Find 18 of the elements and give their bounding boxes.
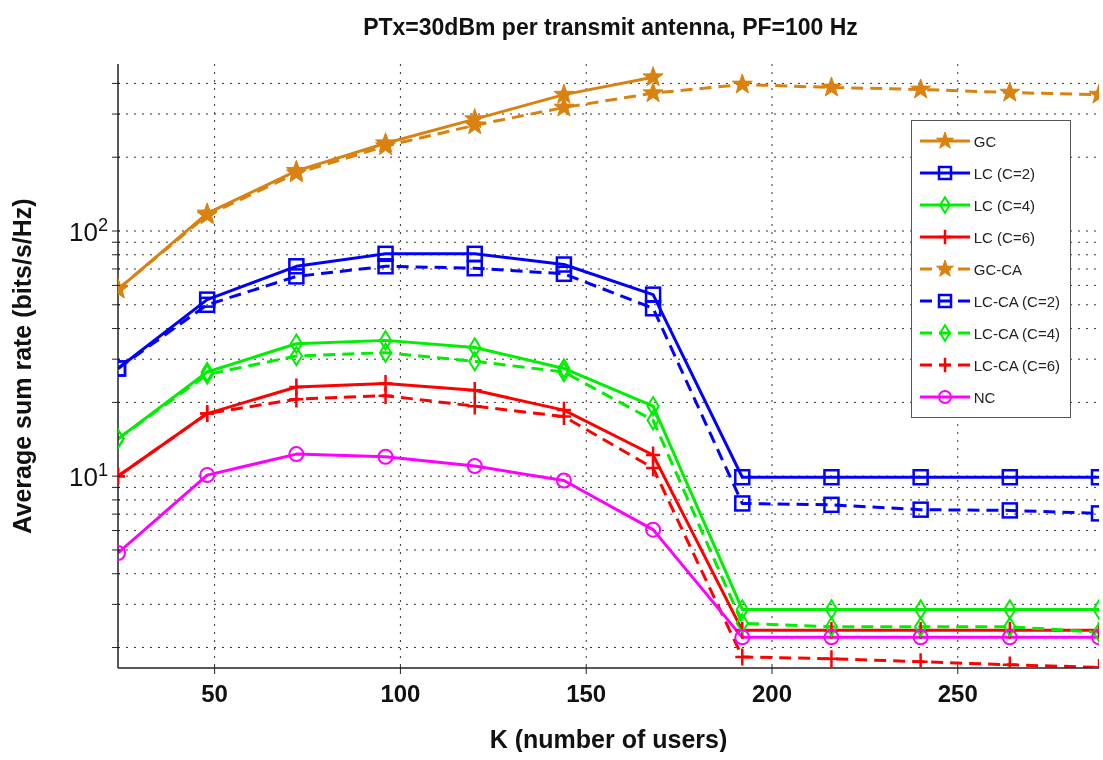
x-tick-label: 250 — [937, 680, 978, 707]
legend-label: NC — [973, 388, 996, 406]
y-axis-title: Average sum rate (bits/s/Hz) — [7, 198, 36, 534]
x-tick-label: 200 — [751, 680, 793, 707]
legend-label: GC — [973, 132, 997, 150]
legend-label: LC (C=6) — [973, 228, 1035, 246]
legend-label: GC-CA — [973, 260, 1023, 278]
legend-label: LC-CA (C=6) — [973, 356, 1060, 374]
x-tick-label: 150 — [566, 680, 607, 707]
x-tick-label: 50 — [201, 680, 228, 707]
x-tick-label: 100 — [380, 680, 421, 707]
legend-label: LC-CA (C=4) — [973, 324, 1060, 342]
chart-title: PTx=30dBm per transmit antenna, PF=100 Hz — [362, 14, 859, 41]
y-tick-label: 10$^{2}$ — [68, 215, 108, 248]
y-tick-label: 10$^{1}$ — [68, 460, 108, 493]
legend-label: LC (C=2) — [973, 164, 1035, 182]
legend-label: LC (C=4) — [973, 196, 1035, 214]
legend-label: LC-CA (C=2) — [973, 292, 1060, 310]
